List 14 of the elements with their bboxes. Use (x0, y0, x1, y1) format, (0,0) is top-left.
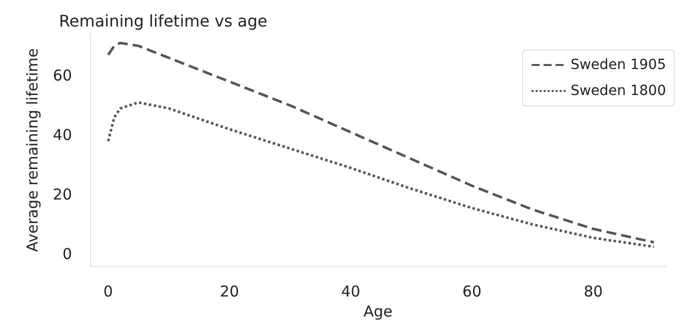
y-tick-label: 0 (62, 245, 72, 264)
x-axis-title: Age (363, 302, 393, 320)
y-axis-title: Average remaining lifetime (24, 48, 42, 252)
x-tick-label: 20 (220, 282, 239, 301)
y-tick-label: 20 (52, 186, 72, 204)
y-tick-label: 60 (52, 66, 72, 85)
x-tick-label: 40 (341, 282, 360, 301)
chart-title: Remaining lifetime vs age (59, 12, 268, 30)
y-tick-label: 40 (52, 126, 72, 144)
x-tick-label: 80 (584, 282, 603, 301)
x-tick-label: 60 (462, 282, 482, 301)
x-tick-label: 0 (103, 282, 113, 301)
legend-label: Sweden 1800 (570, 83, 666, 99)
legend-label: Sweden 1905 (570, 57, 666, 73)
